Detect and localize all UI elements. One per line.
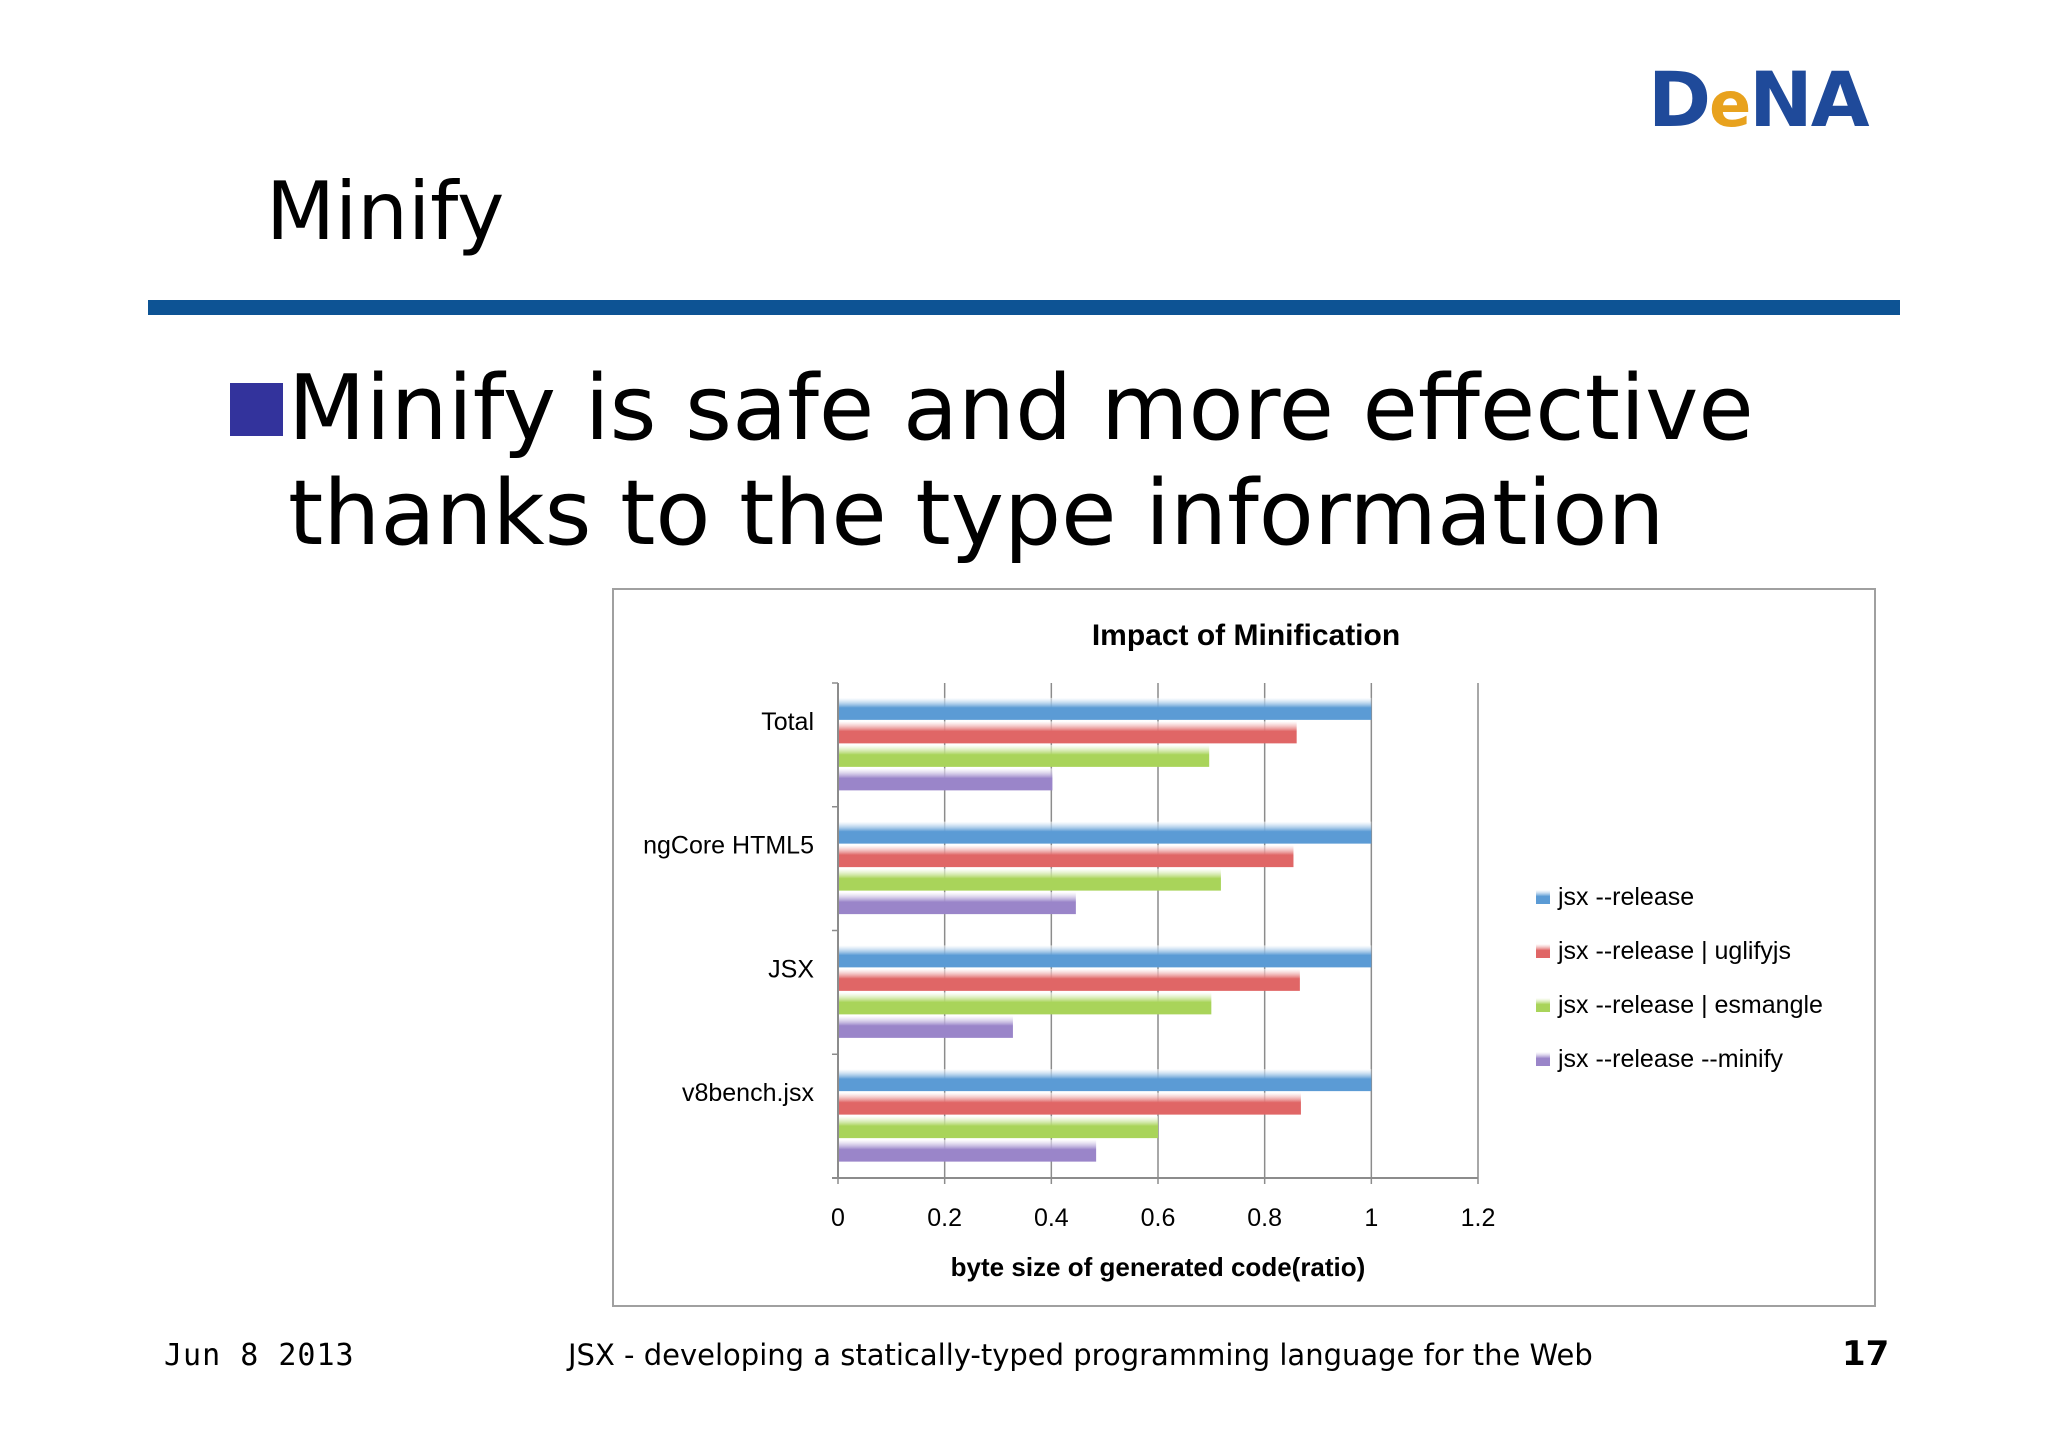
chart-legend: jsx --release jsx --release | uglifyjs jsx…: [1536, 883, 1823, 1073]
bar-chart: Impact of Minification 0 0.2 0.4 0.6 0.8 1 1.2…: [643, 619, 1823, 1282]
category-label: v8bench.jsx: [682, 1079, 815, 1107]
legend-swatch: [1536, 1052, 1550, 1066]
slide-title: Minify: [266, 165, 505, 258]
legend-swatch: [1536, 890, 1550, 904]
chart-axes: [832, 682, 1478, 1179]
bar-3-2: [838, 1015, 1013, 1038]
legend-swatch: [1536, 944, 1550, 958]
category-label: ngCore HTML5: [643, 832, 814, 860]
bar-1-3: [838, 1092, 1301, 1115]
bar-2-2: [838, 992, 1212, 1015]
bullet-text: Minify is safe and more effective thanks…: [288, 356, 1754, 566]
x-tick-label: 1: [1364, 1204, 1378, 1232]
legend-label: jsx --release: [1557, 883, 1694, 911]
logo-letters-na: NA: [1749, 55, 1869, 144]
footer-presentation-title: JSX - developing a statically-typed prog…: [568, 1338, 1593, 1372]
x-tick-label: 0.2: [927, 1204, 962, 1232]
footer-date: Jun 8 2013: [164, 1338, 355, 1373]
chart-bars: [838, 697, 1372, 1162]
bar-3-0: [838, 768, 1053, 791]
bullet-square-icon: [230, 383, 283, 436]
legend-label: jsx --release | uglifyjs: [1557, 937, 1791, 965]
chart-container: Impact of Minification 0 0.2 0.4 0.6 0.8 1 1.2…: [612, 588, 1876, 1307]
bar-1-1: [838, 845, 1294, 868]
legend-label: jsx --release | esmangle: [1557, 991, 1823, 1019]
x-tick-label: 1.2: [1461, 1204, 1496, 1232]
category-label: JSX: [768, 955, 814, 983]
x-axis-label: byte size of generated code(ratio): [951, 1252, 1366, 1282]
x-tick-label: 0: [831, 1204, 845, 1232]
logo-letter-e: e: [1709, 68, 1751, 141]
legend-swatch: [1536, 998, 1550, 1012]
bar-3-1: [838, 892, 1076, 915]
x-tick-labels: 0 0.2 0.4 0.6 0.8 1 1.2: [831, 1204, 1495, 1232]
bar-2-0: [838, 744, 1210, 767]
logo-letter-d: D: [1648, 55, 1711, 144]
chart-title: Impact of Minification: [1092, 619, 1400, 652]
bar-1-2: [838, 968, 1300, 991]
dena-logo: DeNA: [1648, 62, 1870, 141]
legend-label: jsx --release --minify: [1557, 1045, 1784, 1073]
bar-2-1: [838, 868, 1221, 891]
bar-0-2: [838, 945, 1372, 968]
category-labels: Total ngCore HTML5 JSX v8bench.jsx: [643, 708, 814, 1107]
x-tick-label: 0.4: [1034, 1204, 1069, 1232]
page-number: 17: [1842, 1334, 1890, 1374]
category-label: Total: [761, 708, 814, 736]
bar-1-0: [838, 721, 1297, 744]
bar-0-0: [838, 697, 1372, 720]
bar-0-3: [838, 1069, 1372, 1092]
bar-0-1: [838, 821, 1372, 844]
x-tick-label: 0.6: [1141, 1204, 1176, 1232]
bar-2-3: [838, 1116, 1158, 1139]
bar-3-3: [838, 1139, 1097, 1162]
title-rule: [148, 300, 1900, 315]
x-tick-label: 0.8: [1247, 1204, 1282, 1232]
